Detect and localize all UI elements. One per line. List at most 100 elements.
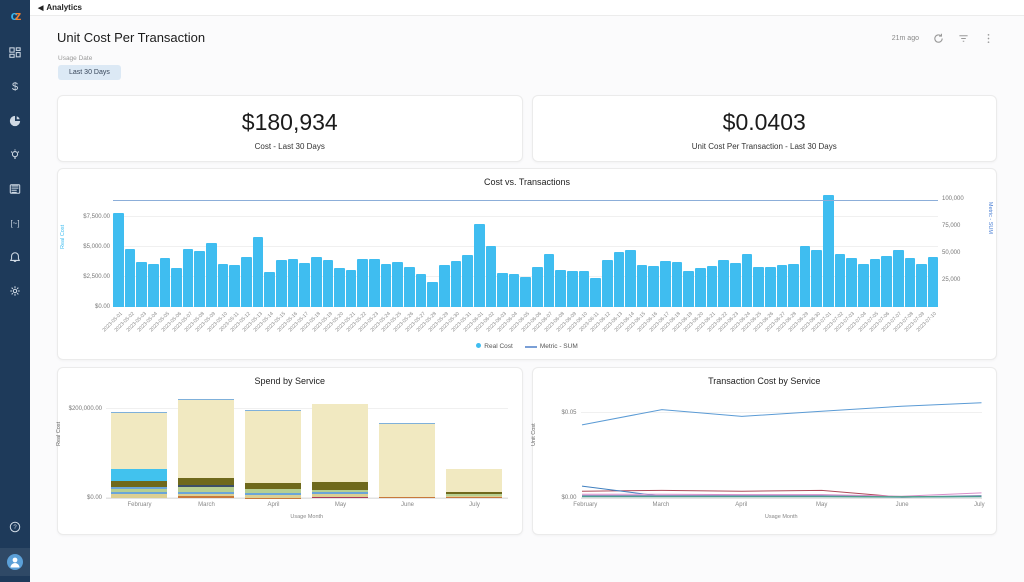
bar-2023-05-23[interactable] (369, 259, 380, 307)
bar-2023-05-02[interactable] (124, 249, 136, 307)
bar-2023-05-06[interactable] (171, 268, 182, 307)
bar-2023-06-10[interactable] (578, 270, 590, 307)
segment-unlabeled-service-11[interactable] (178, 398, 235, 400)
bar-2023-06-06[interactable] (532, 267, 543, 307)
bar-2023-05-24[interactable] (380, 263, 392, 307)
segment-unlabeled-service-7[interactable] (178, 485, 235, 487)
segment-unlabeled-service-5[interactable] (111, 489, 168, 493)
line-unlabeled-service-4[interactable] (581, 492, 982, 497)
bar-2023-06-14[interactable] (625, 250, 636, 307)
bar-2023-06-12[interactable] (601, 260, 613, 307)
segment-unlabeled-service-4[interactable] (245, 493, 302, 496)
segment-unlabeled-service-3[interactable] (445, 496, 502, 498)
bar-2023-05-12[interactable] (241, 257, 252, 307)
bar-2023-07-02[interactable] (834, 254, 846, 307)
bar-2023-05-27[interactable] (415, 274, 427, 307)
bar-2023-06-02[interactable] (485, 245, 497, 307)
segment-unlabeled-service-11[interactable] (111, 412, 168, 413)
stacked-bar-June[interactable] (379, 422, 436, 498)
bar-2023-06-17[interactable] (660, 261, 671, 307)
bar-2023-06-23[interactable] (729, 263, 741, 307)
segment-unlabeled-service-1[interactable] (379, 497, 436, 498)
bar-2023-06-09[interactable] (566, 270, 578, 307)
breadcrumb[interactable]: ◀ Analytics (38, 3, 82, 12)
bar-2023-06-26[interactable] (764, 267, 776, 307)
legend-real-cost[interactable]: Real Cost (476, 343, 513, 350)
bar-2023-05-30[interactable] (450, 261, 462, 307)
refresh-icon[interactable] (933, 33, 944, 44)
bar-2023-06-04[interactable] (508, 273, 520, 307)
bar-2023-06-30[interactable] (811, 249, 823, 307)
bar-2023-05-16[interactable] (287, 258, 299, 307)
segment-unlabeled-service-3[interactable] (178, 493, 235, 496)
stacked-bar-March[interactable] (178, 398, 235, 498)
bar-2023-05-03[interactable] (136, 261, 147, 307)
bar-2023-06-27[interactable] (776, 265, 788, 307)
segment-unlabeled-service-7[interactable] (445, 493, 502, 495)
analytics-pie-icon[interactable] (8, 114, 22, 128)
bar-2023-05-15[interactable] (275, 260, 287, 307)
bar-2023-05-29[interactable] (438, 264, 450, 307)
reports-list-icon[interactable] (8, 182, 22, 196)
segment-unlabeled-service-8[interactable] (445, 492, 502, 494)
bar-2023-06-19[interactable] (683, 271, 695, 307)
bar-2023-07-01[interactable] (823, 195, 834, 307)
bar-2023-05-26[interactable] (404, 267, 415, 307)
bar-2023-06-16[interactable] (648, 266, 660, 307)
stacked-bar-April[interactable] (245, 410, 302, 498)
bar-2023-05-18[interactable] (310, 257, 322, 307)
stacked-bar-May[interactable] (312, 403, 369, 498)
segment-unlabeled-service-5[interactable] (245, 488, 302, 494)
bar-2023-06-03[interactable] (497, 272, 508, 307)
bar-2023-07-06[interactable] (881, 255, 892, 307)
legend-metric-sum[interactable]: Metric - SUM (524, 343, 578, 350)
segment-unlabeled-service-6[interactable] (111, 487, 168, 490)
code-brackets-icon[interactable]: [~] (8, 216, 22, 230)
segment-unlabeled-service-10[interactable] (379, 423, 436, 498)
filter-icon[interactable] (958, 33, 969, 44)
bar-2023-07-05[interactable] (869, 258, 881, 307)
segment-unlabeled-service-11[interactable] (245, 410, 302, 412)
segment-unlabeled-service-5[interactable] (445, 494, 502, 497)
bar-2023-05-14[interactable] (264, 272, 275, 307)
segment-unlabeled-service-9[interactable] (111, 468, 168, 482)
help-circle-icon[interactable]: ? (8, 520, 22, 534)
bar-2023-07-03[interactable] (846, 257, 857, 307)
bar-2023-07-04[interactable] (858, 264, 869, 307)
bar-2023-07-09[interactable] (916, 263, 927, 307)
bar-2023-05-21[interactable] (345, 269, 357, 307)
bar-2023-07-07[interactable] (892, 250, 904, 307)
bar-2023-06-18[interactable] (671, 262, 683, 307)
segment-unlabeled-service-2[interactable] (312, 496, 369, 498)
bar-2023-06-20[interactable] (695, 267, 706, 307)
segment-unlabeled-service-5[interactable] (178, 486, 235, 492)
bar-2023-05-10[interactable] (217, 263, 229, 307)
kebab-menu-icon[interactable] (983, 33, 994, 44)
segment-unlabeled-service-5[interactable] (312, 489, 369, 493)
bar-2023-06-21[interactable] (706, 266, 718, 307)
segment-unlabeled-service-10[interactable] (245, 411, 302, 483)
segment-unlabeled-service-3[interactable] (111, 494, 168, 498)
bar-2023-05-17[interactable] (299, 263, 310, 307)
line-unlabeled-service-1[interactable] (581, 402, 982, 426)
segment-unlabeled-service-3[interactable] (312, 494, 369, 497)
segment-unlabeled-service-4[interactable] (111, 492, 168, 495)
settings-gear-icon[interactable] (8, 284, 22, 298)
bar-2023-06-29[interactable] (799, 245, 811, 307)
segment-unlabeled-service-3[interactable] (245, 495, 302, 498)
segment-unlabeled-service-8[interactable] (111, 481, 168, 488)
bar-2023-05-05[interactable] (159, 257, 171, 307)
segment-unlabeled-service-11[interactable] (379, 422, 436, 424)
bar-2023-05-25[interactable] (392, 262, 404, 307)
segment-unlabeled-service-8[interactable] (178, 478, 235, 486)
bar-2023-05-31[interactable] (462, 255, 473, 307)
segment-unlabeled-service-8[interactable] (245, 482, 302, 489)
bar-2023-06-28[interactable] (788, 263, 799, 307)
bar-2023-06-11[interactable] (590, 278, 601, 307)
costs-dollar-icon[interactable]: $ (8, 80, 22, 94)
insights-bulb-icon[interactable] (8, 148, 22, 162)
segment-unlabeled-service-10[interactable] (445, 469, 502, 493)
bar-2023-05-13[interactable] (252, 237, 264, 307)
date-range-button[interactable]: Last 30 Days (58, 65, 121, 80)
segment-unlabeled-service-1[interactable] (445, 497, 502, 498)
